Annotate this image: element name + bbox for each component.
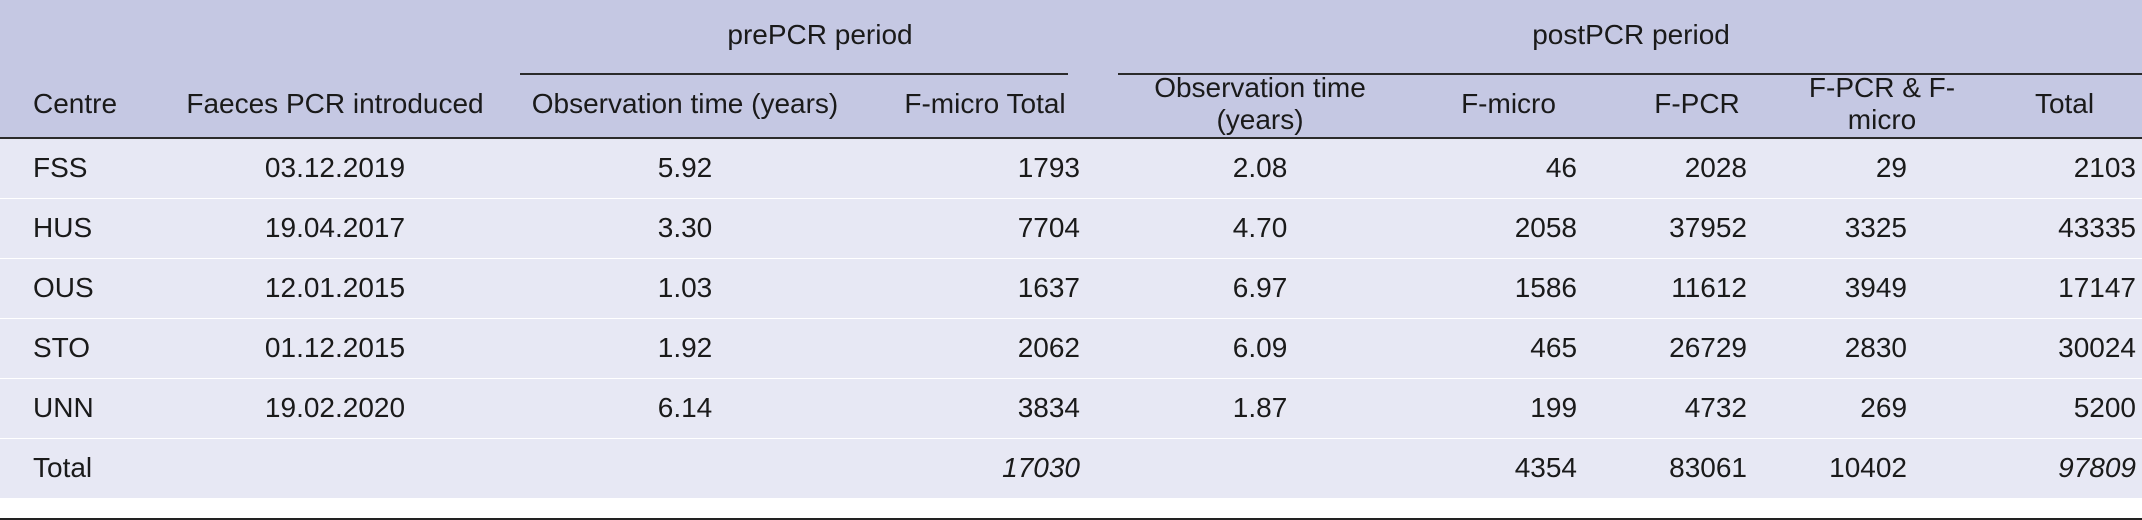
table-top-rule bbox=[0, 0, 2142, 2]
cell-centre: FSS bbox=[33, 152, 88, 184]
table-row: UNN 19.02.2020 6.14 3834 1.87 199 4732 2… bbox=[0, 377, 2142, 438]
col-header-fmicro: F-micro bbox=[1461, 87, 1556, 119]
col-header-faeces-pcr-introduced: Faeces PCR introduced bbox=[186, 87, 484, 119]
cell-total: 5200 bbox=[1987, 377, 2142, 438]
cell-post-observation: 6.09 bbox=[1120, 317, 1401, 378]
cell-fpcr-fmicro: 2830 bbox=[1777, 317, 1988, 378]
totals-row: Total 17030 4354 83061 10402 97809 bbox=[0, 437, 2142, 498]
cell-fpcr-grand-total: 83061 bbox=[1617, 437, 1778, 498]
cell-pre-total: 3834 bbox=[850, 377, 1121, 438]
cell-fpcr-fmicro: 3949 bbox=[1777, 257, 1988, 318]
cell-fpcr-fmicro: 29 bbox=[1875, 152, 1908, 184]
cell-fmicro: 2058 bbox=[1400, 197, 1618, 258]
cell-fmicro-grand-total: 4354 bbox=[1400, 437, 1618, 498]
cell-pre-observation: 5.92 bbox=[657, 152, 713, 184]
cell-date: 03.12.2019 bbox=[264, 152, 406, 184]
cell-fpcr-fmicro: 3325 bbox=[1777, 197, 1988, 258]
table-row: STO 01.12.2015 1.92 2062 6.09 465 26729 … bbox=[0, 317, 2142, 378]
results-table: prePCR period postPCR period Centre Faec… bbox=[0, 0, 2142, 498]
cell-pre-total: 1793 bbox=[1017, 152, 1081, 184]
cell-pre-observation: 1.92 bbox=[520, 317, 850, 378]
cell-fmicro: 465 bbox=[1400, 317, 1618, 378]
cell-fpcr: 2028 bbox=[1684, 152, 1748, 184]
post-group-underline bbox=[1118, 73, 2142, 75]
cell-pre-total: 2062 bbox=[850, 317, 1121, 378]
header-spacer bbox=[150, 0, 520, 70]
col-header-pre-fmicro-total: F-micro Total bbox=[904, 87, 1066, 119]
cell-date: 19.02.2020 bbox=[150, 377, 520, 438]
cell-total: 2103 bbox=[2073, 152, 2137, 184]
cell-fpcr-fmicro-grand-total: 10402 bbox=[1777, 437, 1988, 498]
cell-pre-observation: 3.30 bbox=[520, 197, 850, 258]
cell-fpcr: 37952 bbox=[1617, 197, 1778, 258]
group-header-row: prePCR period postPCR period bbox=[0, 0, 2142, 70]
cell-empty bbox=[520, 437, 850, 498]
table-row: OUS 12.01.2015 1.03 1637 6.97 1586 11612… bbox=[0, 257, 2142, 318]
cell-empty bbox=[150, 437, 520, 498]
group-header-post: postPCR period bbox=[1532, 19, 1730, 50]
cell-fpcr: 11612 bbox=[1617, 257, 1778, 318]
table-row: FSS 03.12.2019 5.92 1793 2.08 46 2028 29… bbox=[0, 138, 2142, 198]
cell-pre-grand-total: 17030 bbox=[850, 437, 1121, 498]
cell-fmicro: 1586 bbox=[1400, 257, 1618, 318]
col-header-total: Total bbox=[2034, 87, 2095, 119]
cell-date: 19.04.2017 bbox=[150, 197, 520, 258]
pre-group-underline bbox=[520, 73, 1068, 75]
cell-pre-total: 7704 bbox=[850, 197, 1121, 258]
table-row: HUS 19.04.2017 3.30 7704 4.70 2058 37952… bbox=[0, 197, 2142, 258]
cell-pre-total: 1637 bbox=[850, 257, 1121, 318]
cell-centre: OUS bbox=[0, 257, 150, 318]
col-header-post-observation-time: Observation time (years) bbox=[1154, 71, 1366, 135]
table-bottom-rule bbox=[0, 518, 2142, 520]
cell-total: 43335 bbox=[1987, 197, 2142, 258]
col-header-fpcr: F-PCR bbox=[1654, 87, 1740, 119]
cell-fpcr-fmicro: 269 bbox=[1777, 377, 1988, 438]
cell-post-observation: 1.87 bbox=[1120, 377, 1401, 438]
cell-post-observation: 4.70 bbox=[1120, 197, 1401, 258]
cell-pre-observation: 1.03 bbox=[520, 257, 850, 318]
cell-pre-observation: 6.14 bbox=[520, 377, 850, 438]
cell-post-observation: 2.08 bbox=[1232, 152, 1288, 184]
col-header-pre-observation-time: Observation time (years) bbox=[531, 87, 839, 119]
cell-fpcr: 4732 bbox=[1617, 377, 1778, 438]
cell-fmicro: 199 bbox=[1400, 377, 1618, 438]
cell-centre: STO bbox=[0, 317, 150, 378]
cell-empty bbox=[1120, 437, 1401, 498]
cell-grand-total: 97809 bbox=[1987, 437, 2142, 498]
col-header-fpcr-fmicro: F-PCR & F-micro bbox=[1808, 71, 1956, 135]
cell-centre: UNN bbox=[0, 377, 150, 438]
cell-fmicro: 46 bbox=[1545, 152, 1578, 184]
cell-date: 12.01.2015 bbox=[150, 257, 520, 318]
col-header-centre: Centre bbox=[33, 87, 118, 119]
cell-post-observation: 6.97 bbox=[1120, 257, 1401, 318]
cell-fpcr: 26729 bbox=[1617, 317, 1778, 378]
cell-total: 17147 bbox=[1987, 257, 2142, 318]
cell-date: 01.12.2015 bbox=[150, 317, 520, 378]
cell-centre: HUS bbox=[0, 197, 150, 258]
group-header-pre: prePCR period bbox=[727, 19, 913, 50]
column-header-row: Centre Faeces PCR introduced Observation… bbox=[0, 70, 2142, 138]
header-spacer bbox=[0, 0, 150, 70]
cell-total-label: Total bbox=[0, 437, 150, 498]
cell-total: 30024 bbox=[1987, 317, 2142, 378]
